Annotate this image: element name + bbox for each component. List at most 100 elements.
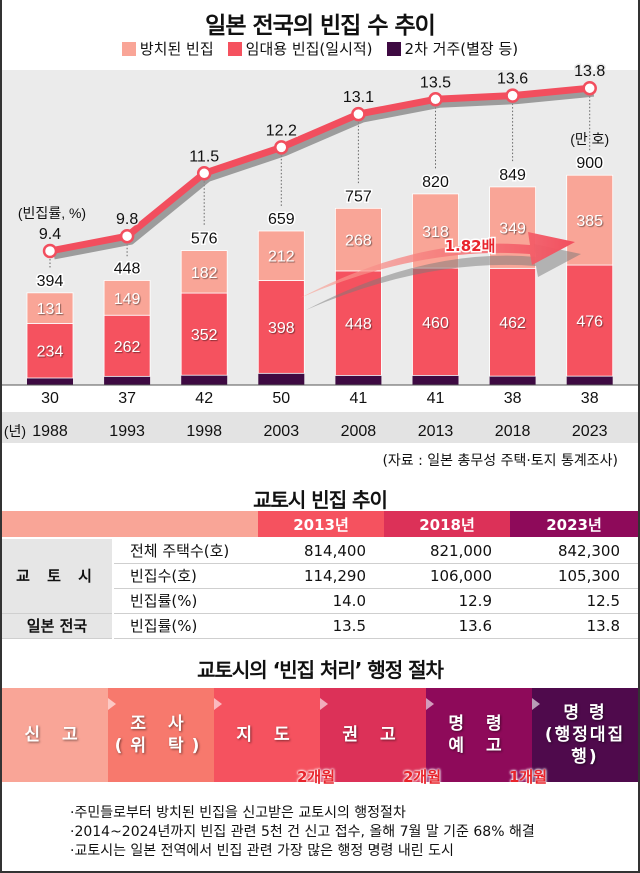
kyoto-table-title: 교토시 빈집 추이 [253,488,388,512]
total-label: 659 [268,211,295,228]
bar-segment-rental [180,292,228,376]
process-steps: 신 고 조 사 (위 탁) 지 도 권 고 명 령 예 고 명 령 (행정대집행… [2,688,638,782]
bar-segment-abandoned [26,292,74,324]
rate-value-label: 11.5 [189,148,219,165]
rate-value-label: 12.2 [266,122,297,139]
x-tick-label: 2003 [264,423,300,440]
rate-line [49,84,591,255]
cell-value: 13.5 [258,613,384,639]
total-label: 900 [576,155,603,172]
rate-point [351,106,366,122]
table-row: 빈집수(호) 114,290 106,000 105,300 [2,563,638,589]
cell-value: 13.8 [510,613,638,639]
x-axis-unit: (년) [4,423,26,439]
bar-segment-secondary [335,375,382,385]
bar-value-label: 448 [345,316,372,333]
rate-value-label: 13.6 [497,71,528,88]
note-line: ·2014~2024년까지 빈집 관련 5천 건 신고 접수, 올해 7월 말 … [70,824,535,840]
rate-value-label: 13.8 [574,63,605,80]
notes: ·주민들로부터 방치된 빈집을 신고받은 교토시의 행정절차 ·2014~202… [70,804,535,861]
bar-value-label: 262 [114,339,141,356]
x-tick-label: 2023 [572,423,608,440]
total-label: 576 [191,231,218,248]
chart-title: 일본 전국의 빈집 수 추이 [205,13,436,39]
year-axis-band [2,412,638,443]
table-row: 교 토 시 전체 주택수(호) 814,400 821,000 842,300 [2,538,638,614]
bar-segment-abandoned [566,174,614,266]
rate-point [42,243,58,259]
rate-point [119,228,135,244]
bar-segment-abandoned [489,186,537,269]
metric-label: 빈집률(%) [113,588,258,614]
step-recommendation: 권 고 [320,688,426,782]
duration-label: 2개월 [297,768,336,786]
bar-segment-secondary [489,376,536,385]
bar-value-label: 234 [37,344,64,361]
bar-value-label: 30 [41,390,59,407]
bar-value-label: 182 [191,265,218,282]
bar-value-label: 385 [576,213,603,230]
bar-segment-secondary [412,375,459,385]
bar-value-label: 37 [118,390,136,407]
total-label: 820 [422,174,449,191]
source-note: (자료 : 일본 총무성 주택·토지 통계조사) [382,453,618,469]
total-label: 757 [345,188,372,205]
step-order-execution: 명 령 (행정대집행) [532,688,638,782]
chevron-icon [320,698,328,710]
chevron-icon [426,698,434,710]
bar-value-label: 268 [345,233,372,250]
legend-swatch [121,41,136,56]
rate-point [274,140,289,155]
bar-value-label: 50 [272,390,290,407]
chart-legend: 방치된 빈집 임대용 빈집(일시적) 2차 거주(별장 등) [0,38,640,59]
cell-value: 814,400 [258,538,384,564]
x-tick-label: 2008 [341,423,377,440]
cell-value: 114,290 [258,563,384,589]
bar-segment-rental [412,267,459,376]
bar-value-label: 38 [504,390,522,407]
x-tick-label: 2013 [418,423,454,440]
bar-value-label: 41 [427,390,445,407]
step-label: 조 사 (위 탁) [114,714,208,756]
metric-label: 빈집수(호) [113,563,258,589]
header-year-2023: 2023년 [510,511,638,539]
rate-point [428,92,443,107]
x-tick-label: 1993 [109,423,145,440]
rate-value-label: 13.1 [343,89,374,106]
bar-value-label: 398 [268,320,295,337]
y-unit-label: (만 호) [570,131,609,147]
cell-value: 106,000 [384,563,510,589]
legend-label: 임대용 빈집(일시적) [245,40,373,58]
legend-item-secondary: 2차 거주(별장 등) [386,38,519,59]
bar-segment-secondary [566,376,613,385]
bar-value-label: 41 [350,390,368,407]
total-label: 849 [499,167,526,184]
header-year-2018: 2018년 [384,511,510,539]
legend-label: 2차 거주(별장 등) [404,40,519,58]
bar-value-label: 42 [195,390,213,407]
x-tick-label: 2018 [495,423,531,440]
group-japan: 일본 전국 [2,613,114,639]
group-kyoto: 교 토 시 [2,538,114,614]
legend-swatch [227,41,242,56]
metric-label: 빈집률(%) [113,613,258,639]
chevron-icon [532,698,540,710]
step-label: 지 도 [236,725,298,745]
growth-arrow-shape [300,232,575,298]
header-blank [2,511,258,539]
total-label: 394 [37,273,64,290]
rate-value-label: 9.8 [116,211,138,228]
step-label: 신 고 [24,725,86,745]
bar-segment-abandoned [334,207,382,272]
x-tick-label: 1988 [32,423,68,440]
header-year-2013: 2013년 [258,511,384,539]
rate-line-shadow [53,89,595,260]
step-guidance: 지 도 [214,688,320,782]
kyoto-vacancy-table: 2013년 2018년 2023년 교 토 시 전체 주택수(호) 814,40… [2,511,638,639]
step-investigation: 조 사 (위 탁) [108,688,214,782]
step-label: 권 고 [342,725,404,745]
note-line: ·주민들로부터 방치된 빈집을 신고받은 교토시의 행정절차 [70,805,406,821]
cell-value: 821,000 [384,538,510,564]
bar-segment-secondary [258,373,305,385]
